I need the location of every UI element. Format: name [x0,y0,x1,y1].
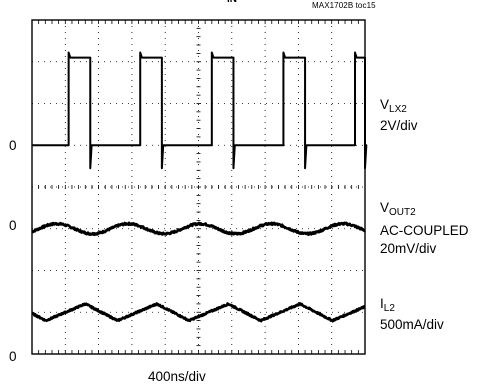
vout2-name: VOUT2 [380,200,416,218]
figure-id: MAX1702B toc15 [312,1,376,10]
il2-name: IL2 [380,296,395,314]
il2-scale: 500mA/div [380,317,444,332]
trace-vout2 [31,221,366,237]
vout2-scale: 20mV/div [380,241,437,256]
x-axis-label: 400ns/div [148,369,206,384]
ground-marker-il2: 0 [9,349,17,364]
vout2-coupling: AC-COUPLED [380,223,469,238]
scope-grid [31,19,366,355]
cut-off-header: IN [227,0,237,5]
vlx2-scale: 2V/div [380,118,418,133]
trace-vlx2 [32,51,368,170]
vlx2-name: VLX2 [380,97,407,115]
cut-off-header-label: IN [227,0,237,5]
ground-marker-vout2: 0 [9,218,17,233]
il2-label: IL2 500mA/div [380,296,444,333]
ground-marker-vlx2: 0 [9,138,17,153]
scope-traces [31,51,368,323]
vout2-label: VOUT2 AC-COUPLED 20mV/div [380,199,469,258]
vlx2-label: VLX2 2V/div [380,97,418,134]
trace-il2 [31,302,366,323]
